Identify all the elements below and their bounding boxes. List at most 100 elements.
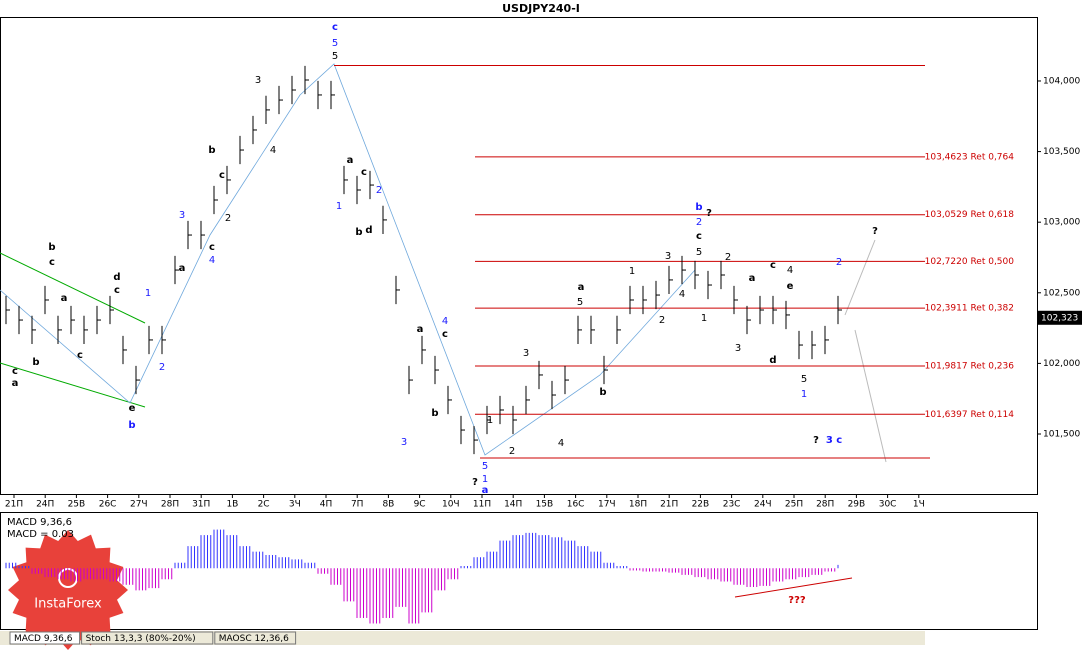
- x-tick-label: 2С: [258, 500, 270, 510]
- logo: InstaForex: [8, 530, 128, 650]
- plot-frame: [0, 17, 1038, 495]
- wave-label: d: [769, 355, 776, 366]
- x-tick-label: 16С: [567, 500, 585, 510]
- indicator-readout: MACD = 0.03: [7, 529, 74, 540]
- wave-label: 1: [801, 389, 807, 400]
- logo-text: InstaForex: [34, 597, 102, 612]
- wave-label: a: [417, 324, 424, 335]
- level-label: 101,6397 Ret 0,114: [925, 410, 1015, 420]
- indicator-frame: [0, 512, 1038, 630]
- x-tick-label: 25П: [785, 500, 803, 510]
- x-tick-label: 28П: [816, 500, 834, 510]
- wave-label: ???: [788, 595, 806, 606]
- y-tick-label: 101,500: [1043, 429, 1080, 439]
- wave-label: 5: [332, 51, 338, 62]
- tab: [81, 631, 214, 645]
- wave-label: ?: [872, 226, 878, 237]
- wave-label: c: [770, 260, 776, 271]
- y-tick-label: 102,500: [1043, 288, 1080, 298]
- channel-line: [0, 362, 146, 408]
- projection-line: [854, 329, 887, 463]
- wave-label: b: [695, 202, 702, 213]
- x-tick-label: 7П: [351, 500, 364, 510]
- wave-label: 2: [159, 362, 165, 373]
- level-label: 103,4623 Ret 0,764: [925, 152, 1015, 162]
- wave-label: b: [431, 408, 438, 419]
- wave-label: e: [129, 403, 136, 414]
- wave-label: c: [209, 242, 215, 253]
- wave-label: ?: [706, 208, 712, 219]
- x-tick-label: 17Ч: [598, 500, 616, 510]
- wave-label: a: [179, 263, 186, 274]
- wave-label: b: [355, 227, 362, 238]
- wave-label: a: [482, 485, 489, 496]
- x-tick-label: 27Ч: [130, 500, 148, 510]
- x-tick-label: 3Ч: [289, 500, 301, 510]
- wave-label: b: [599, 387, 606, 398]
- wave-label: 1: [487, 415, 493, 426]
- wave-label: 5: [577, 297, 583, 308]
- wave-label: 2: [225, 213, 231, 224]
- wave-label: 1: [701, 313, 707, 324]
- wave-label: c: [12, 366, 18, 377]
- x-tick-label: 1В: [226, 500, 238, 510]
- tab: [214, 631, 297, 645]
- wave-label: 4: [442, 316, 448, 327]
- wave-label: 4: [679, 289, 685, 300]
- wave-label: c: [361, 167, 367, 178]
- wave-label: c: [77, 350, 83, 361]
- wave-label: 2: [836, 257, 842, 268]
- wave-label: 4: [270, 145, 276, 156]
- wave-line: [0, 63, 696, 456]
- y-tick-label: 103,000: [1043, 218, 1080, 228]
- wave-label: d: [113, 272, 120, 283]
- wave-label: a: [347, 155, 354, 166]
- tab: [9, 631, 81, 645]
- wave-label: 2: [659, 315, 665, 326]
- wave-label: 3: [523, 348, 529, 359]
- logo-badge: [8, 530, 128, 650]
- wave-label: b: [208, 145, 215, 156]
- x-tick-label: 15В: [536, 500, 554, 510]
- x-tick-label: 25В: [68, 500, 86, 510]
- x-tick-label: 1Ч: [913, 500, 925, 510]
- wave-label: 4: [209, 255, 215, 266]
- wave-label: a: [12, 378, 19, 389]
- x-tick-label: 23С: [723, 500, 741, 510]
- wave-label: c: [696, 231, 702, 242]
- x-tick-label: 10Ч: [442, 500, 460, 510]
- wave-label: ?: [472, 477, 478, 488]
- y-tick-label: 104,000: [1043, 76, 1080, 86]
- wave-label: c: [442, 329, 448, 340]
- wave-label: b: [128, 420, 135, 431]
- wave-label: 3: [179, 210, 185, 221]
- projection-line: [844, 239, 876, 316]
- x-tick-label: 30С: [879, 500, 897, 510]
- wave-label: 3: [735, 343, 741, 354]
- x-tick-label: 21П: [5, 500, 23, 510]
- wave-label: 5: [801, 374, 807, 385]
- price-label-box: [1038, 310, 1082, 325]
- x-tick-label: 11П: [473, 500, 491, 510]
- wave-label: 3: [401, 437, 407, 448]
- wave-label: 4: [787, 265, 793, 276]
- x-tick-label: 28П: [161, 500, 179, 510]
- wave-label: 2: [509, 446, 515, 457]
- wave-label: e: [787, 281, 794, 292]
- x-tick-label: 9С: [414, 500, 426, 510]
- x-tick-label: 26С: [99, 500, 117, 510]
- y-tick-label: 103,500: [1043, 147, 1080, 157]
- x-tick-label: 29В: [848, 500, 866, 510]
- wave-label: 1: [336, 201, 342, 212]
- wave-label: 5: [332, 38, 338, 49]
- level-label: 102,3911 Ret 0,382: [925, 304, 1014, 314]
- wave-label: ?: [813, 435, 819, 446]
- indicator-name: MACD 9,36,6: [7, 517, 72, 528]
- wave-label: c: [219, 170, 225, 181]
- wave-label: d: [365, 225, 372, 236]
- tab-label: MACD 9,36,6: [14, 634, 73, 644]
- wave-label: 2: [725, 252, 731, 263]
